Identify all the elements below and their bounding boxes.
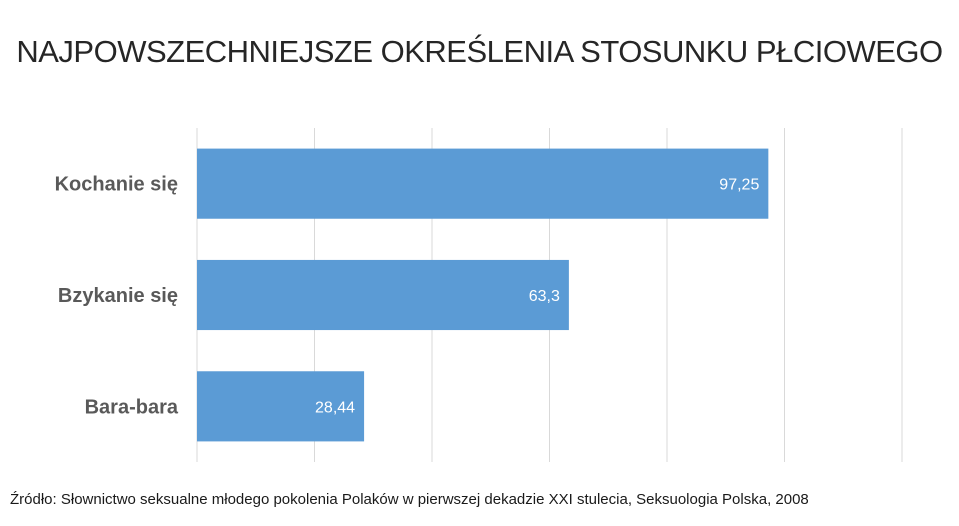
value-labels: 97,25 63,3 28,44 bbox=[315, 177, 759, 417]
source-note: Źródło: Słownictwo seksualne młodego pok… bbox=[10, 491, 809, 508]
chart-title: NAJPOWSZECHNIEJSZE OKREŚLENIA STOSUNKU P… bbox=[16, 34, 943, 69]
category-label: Bara-bara bbox=[85, 396, 179, 418]
bars bbox=[197, 148, 769, 442]
value-label: 63,3 bbox=[529, 288, 560, 305]
bar bbox=[197, 259, 569, 331]
category-labels: Kochanie się Bzykanie się Bara-bara bbox=[55, 174, 179, 419]
category-label: Bzykanie się bbox=[58, 285, 178, 307]
value-label: 28,44 bbox=[315, 399, 355, 416]
bar bbox=[197, 371, 365, 442]
value-label: 97,25 bbox=[719, 177, 759, 194]
category-label: Kochanie się bbox=[55, 174, 178, 196]
bar bbox=[197, 148, 769, 219]
